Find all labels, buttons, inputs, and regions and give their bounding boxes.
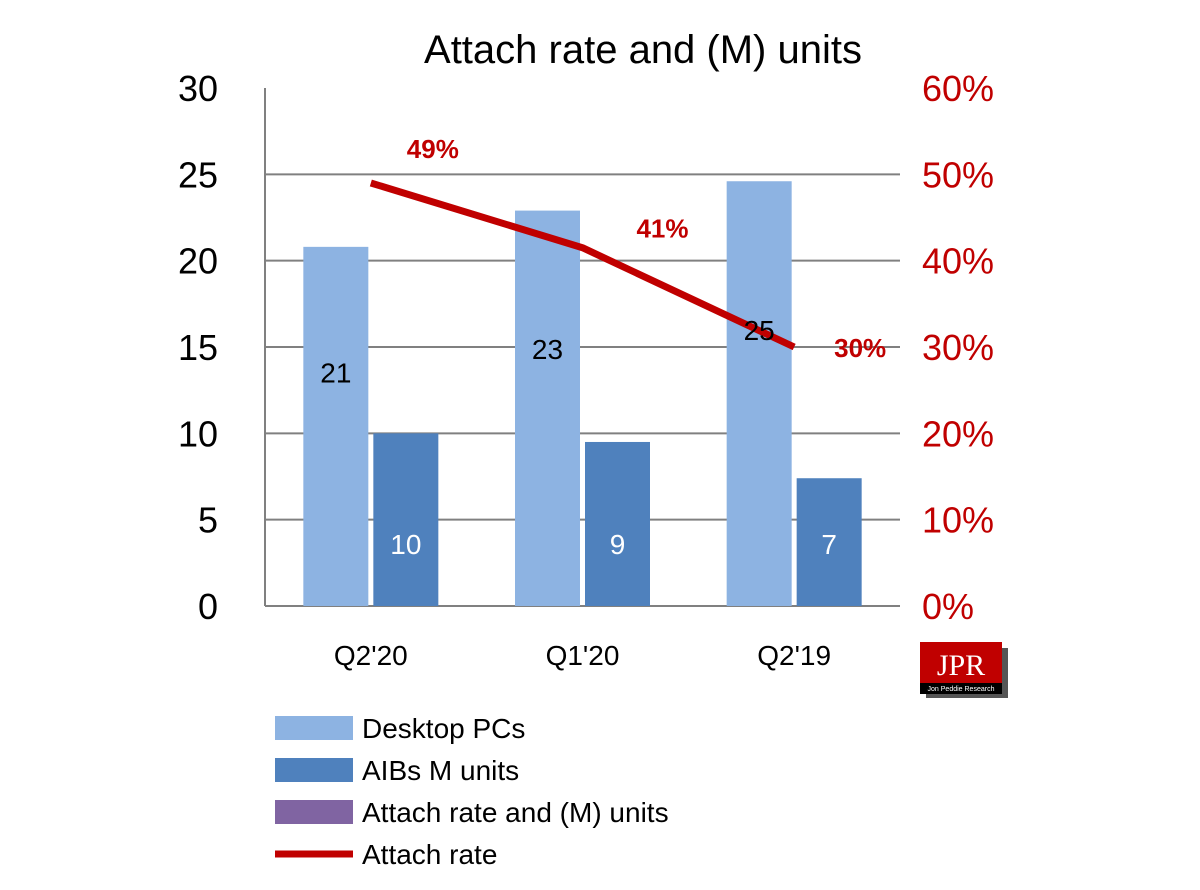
bar-aibs-m-units (796, 478, 862, 606)
bar-value-label: 21 (320, 358, 351, 389)
x-tick-label: Q2'20 (334, 640, 408, 671)
bar-value-label: 9 (610, 529, 626, 560)
y2-tick-label: 10% (922, 500, 994, 541)
legend-label: AIBs M units (362, 755, 519, 786)
bar-aibs-m-units (585, 441, 650, 606)
bar-value-label: 23 (532, 334, 563, 365)
y2-tick-label: 0% (922, 586, 974, 627)
jpr-logo: JPR Jon Peddie Research (920, 642, 1008, 698)
logo-subtext: Jon Peddie Research (928, 686, 995, 693)
attach-rate-label: 49% (407, 134, 459, 164)
bar-desktop-pcs (726, 181, 792, 607)
bar-desktop-pcs (515, 210, 580, 607)
legend-label: Desktop PCs (362, 713, 525, 744)
y-tick-label: 25 (178, 154, 218, 195)
y-tick-label: 0 (198, 586, 218, 627)
attach-rate-label: 41% (636, 214, 688, 244)
y2-tick-label: 40% (922, 241, 994, 282)
legend-swatch (275, 716, 353, 740)
legend-label: Attach rate and (M) units (362, 797, 669, 828)
y-tick-label: 30 (178, 68, 218, 109)
y2-tick-label: 20% (922, 413, 994, 454)
attach-rate-line (369, 179, 796, 351)
y2-tick-label: 30% (922, 327, 994, 368)
x-tick-label: Q1'20 (546, 640, 620, 671)
y-tick-label: 5 (198, 500, 218, 541)
legend-swatch (275, 758, 353, 782)
chart-title: Attach rate and (M) units (424, 28, 862, 72)
y-tick-label: 15 (178, 327, 218, 368)
y2-tick-label: 60% (922, 68, 994, 109)
attach-rate-line-group (369, 179, 796, 351)
y2-tick-label: 50% (922, 154, 994, 195)
y-tick-label: 20 (178, 241, 218, 282)
logo-text: JPR (937, 649, 985, 682)
data-labels: 21 10 Q2'20 23 9 Q1'20 25 7 Q2'19 49% 41% 30% (320, 134, 886, 671)
bar-value-label: 25 (744, 315, 775, 346)
attach-rate-label: 30% (834, 333, 886, 363)
legend-label: Attach rate (362, 839, 497, 870)
bar-aibs-m-units (373, 433, 439, 606)
bar-value-label: 10 (390, 529, 421, 560)
gridlines (265, 173, 900, 521)
bars (303, 181, 862, 607)
bar-desktop-pcs (303, 246, 369, 606)
axes: 0 0% 5 10% 10 20% 15 30% 20 40% 25 50% 30 60% (178, 68, 994, 627)
legend: Desktop PCs AIBs M units Attach rate and (… (275, 713, 669, 870)
bar-value-label: 7 (821, 529, 837, 560)
x-tick-label: Q2'19 (757, 640, 831, 671)
legend-swatch (275, 800, 353, 824)
y-tick-label: 10 (178, 413, 218, 454)
